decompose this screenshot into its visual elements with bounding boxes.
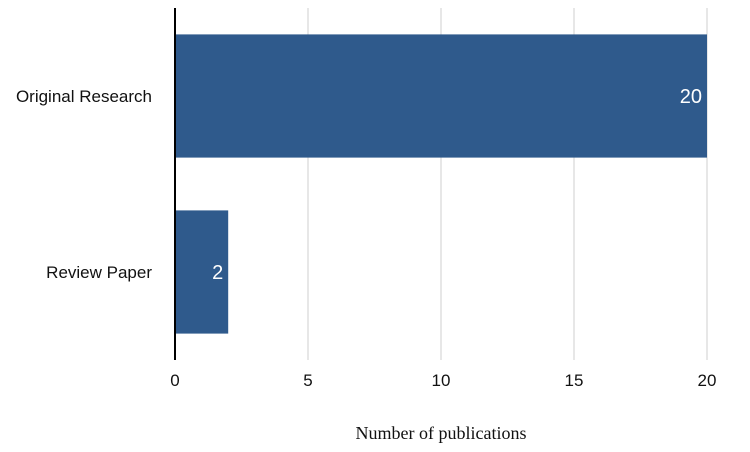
category-label: Original Research (16, 87, 152, 106)
bar (175, 34, 707, 158)
bars (175, 34, 707, 334)
x-tick-label: 10 (432, 371, 451, 390)
bar (175, 210, 229, 334)
x-tick-label: 15 (565, 371, 584, 390)
data-labels: 20 2 (212, 86, 702, 284)
x-tick-label: 0 (170, 371, 179, 390)
x-tick-labels: 0 5 10 15 20 (170, 371, 716, 390)
x-tick-label: 20 (698, 371, 717, 390)
data-label: 2 (212, 262, 223, 284)
category-labels: Original Research Review Paper (16, 87, 152, 282)
category-label: Review Paper (46, 263, 152, 282)
x-tick-label: 5 (303, 371, 312, 390)
data-label: 20 (680, 86, 702, 108)
x-axis-title: Number of publications (356, 423, 527, 443)
